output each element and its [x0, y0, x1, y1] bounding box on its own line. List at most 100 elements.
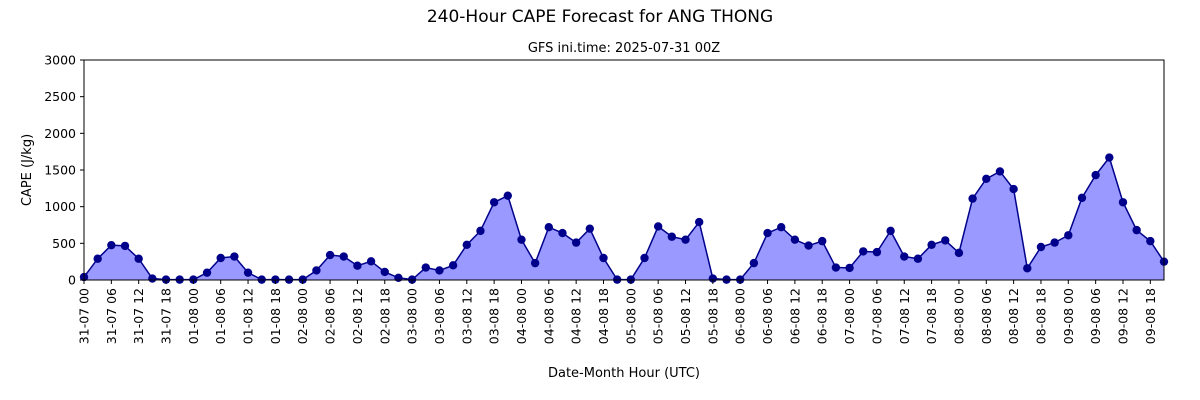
y-tick-label: 500 — [52, 236, 76, 251]
y-axis-label: CAPE (J/kg) — [20, 134, 35, 206]
cape-data-point — [1132, 225, 1141, 235]
x-tick-label: 07-08 00 — [842, 288, 857, 344]
cape-data-point — [995, 167, 1005, 176]
cape-data-point — [353, 261, 362, 270]
x-tick-label: 31-07 00 — [77, 288, 92, 344]
cape-data-point — [120, 241, 130, 251]
x-tick-label: 05-08 06 — [651, 288, 666, 344]
cape-data-point — [1050, 238, 1059, 247]
y-tick-label: 0 — [68, 273, 76, 288]
x-tick-label: 04-08 12 — [569, 288, 584, 344]
cape-data-point — [421, 263, 430, 272]
x-tick-label: 09-08 00 — [1061, 288, 1076, 344]
x-axis-label: Date-Month Hour (UTC) — [548, 366, 700, 381]
cape-data-point — [913, 254, 923, 263]
x-tick-label: 08-08 06 — [979, 288, 994, 344]
x-tick-label: 09-08 12 — [1115, 288, 1130, 344]
y-tick-label: 2000 — [44, 126, 76, 141]
cape-data-point — [599, 253, 608, 263]
cape-data-point — [107, 240, 116, 250]
cape-area-fill — [84, 157, 1164, 280]
x-tick-label: 06-08 12 — [787, 288, 802, 344]
x-tick-label: 09-08 06 — [1088, 288, 1103, 344]
cape-data-point — [1146, 236, 1155, 246]
x-tick-label: 06-08 00 — [733, 288, 748, 344]
x-tick-label: 01-08 18 — [268, 288, 283, 344]
cape-data-point — [93, 254, 102, 263]
y-tick-label: 3000 — [44, 53, 76, 68]
cape-data-point — [640, 253, 649, 263]
cape-data-point — [476, 226, 485, 236]
x-tick-label: 01-08 06 — [213, 288, 228, 344]
cape-data-point — [818, 236, 827, 246]
cape-data-point — [134, 254, 143, 263]
x-tick-label: 02-08 12 — [350, 288, 365, 344]
x-tick-label: 09-08 18 — [1143, 288, 1158, 344]
x-axis-ticks: 31-07 00 31-07 06 31-07 12 31-07 18 01-08 00… — [77, 280, 1158, 344]
cape-data-point — [585, 224, 595, 233]
x-tick-label: 03-08 06 — [432, 288, 447, 344]
x-tick-label: 02-08 06 — [323, 288, 338, 344]
y-tick-label: 1000 — [44, 199, 76, 214]
chart-subtitle: GFS ini.time: 2025-07-31 00Z — [528, 41, 720, 56]
x-tick-label: 08-08 12 — [1006, 288, 1021, 344]
x-tick-label: 08-08 00 — [951, 288, 966, 344]
cape-data-point — [530, 258, 540, 268]
x-tick-label: 06-08 18 — [815, 288, 830, 344]
cape-data-point — [982, 174, 991, 183]
x-tick-label: 04-08 00 — [514, 288, 529, 344]
cape-data-point — [804, 241, 813, 250]
cape-data-point — [927, 240, 936, 249]
cape-data-point — [517, 235, 526, 244]
cape-data-point — [312, 266, 321, 275]
x-tick-label: 03-08 18 — [487, 288, 502, 344]
x-tick-label: 05-08 12 — [678, 288, 693, 344]
x-tick-label: 06-08 06 — [760, 288, 775, 344]
cape-data-point — [489, 198, 499, 207]
cape-data-point — [968, 194, 977, 203]
x-tick-label: 02-08 18 — [377, 288, 392, 344]
cape-data-point — [667, 232, 677, 241]
x-tick-label: 05-08 18 — [705, 288, 720, 344]
cape-data-point — [681, 235, 690, 244]
plot-frame — [83, 59, 1165, 281]
x-tick-label: 08-08 18 — [1033, 288, 1048, 344]
cape-data-point — [216, 253, 225, 263]
cape-data-point — [366, 257, 376, 266]
cape-data-point — [1036, 242, 1046, 252]
cape-data-point — [831, 263, 841, 272]
cape-data-point — [708, 274, 718, 283]
cape-data-point — [872, 247, 882, 257]
cape-data-point — [1091, 170, 1100, 180]
x-tick-label: 03-08 00 — [405, 288, 420, 344]
cape-data-point — [653, 222, 663, 231]
cape-data-point — [558, 228, 567, 238]
cape-data-point — [230, 252, 239, 261]
x-tick-label: 31-07 18 — [159, 288, 174, 344]
cape-data-point — [325, 250, 335, 260]
cape-data-point — [859, 247, 868, 256]
cape-data-point — [380, 267, 389, 277]
x-tick-label: 02-08 00 — [295, 288, 310, 344]
cape-data-point — [694, 217, 704, 227]
y-tick-label: 1500 — [44, 163, 76, 178]
x-tick-label: 31-07 12 — [131, 288, 146, 344]
x-tick-label: 05-08 00 — [623, 288, 638, 344]
cape-data-point — [339, 252, 348, 261]
cape-data-point — [1118, 198, 1128, 207]
y-axis-ticks: 0 500 1000 1500 2000 2500 3000 — [44, 53, 84, 288]
cape-data-point — [544, 223, 554, 232]
cape-data-point — [1023, 264, 1032, 273]
y-tick-label: 2500 — [44, 89, 76, 104]
cape-data-point — [1009, 184, 1018, 194]
cape-data-point — [202, 268, 212, 277]
chart-title: 240-Hour CAPE Forecast for ANG THONG — [427, 7, 773, 27]
cape-data-point — [243, 268, 253, 277]
cape-data-point — [1105, 153, 1114, 162]
cape-data-point — [845, 263, 854, 273]
cape-data-point — [954, 248, 964, 258]
cape-data-point — [148, 274, 157, 283]
x-tick-label: 31-07 06 — [104, 288, 119, 344]
cape-data-point — [777, 223, 786, 232]
